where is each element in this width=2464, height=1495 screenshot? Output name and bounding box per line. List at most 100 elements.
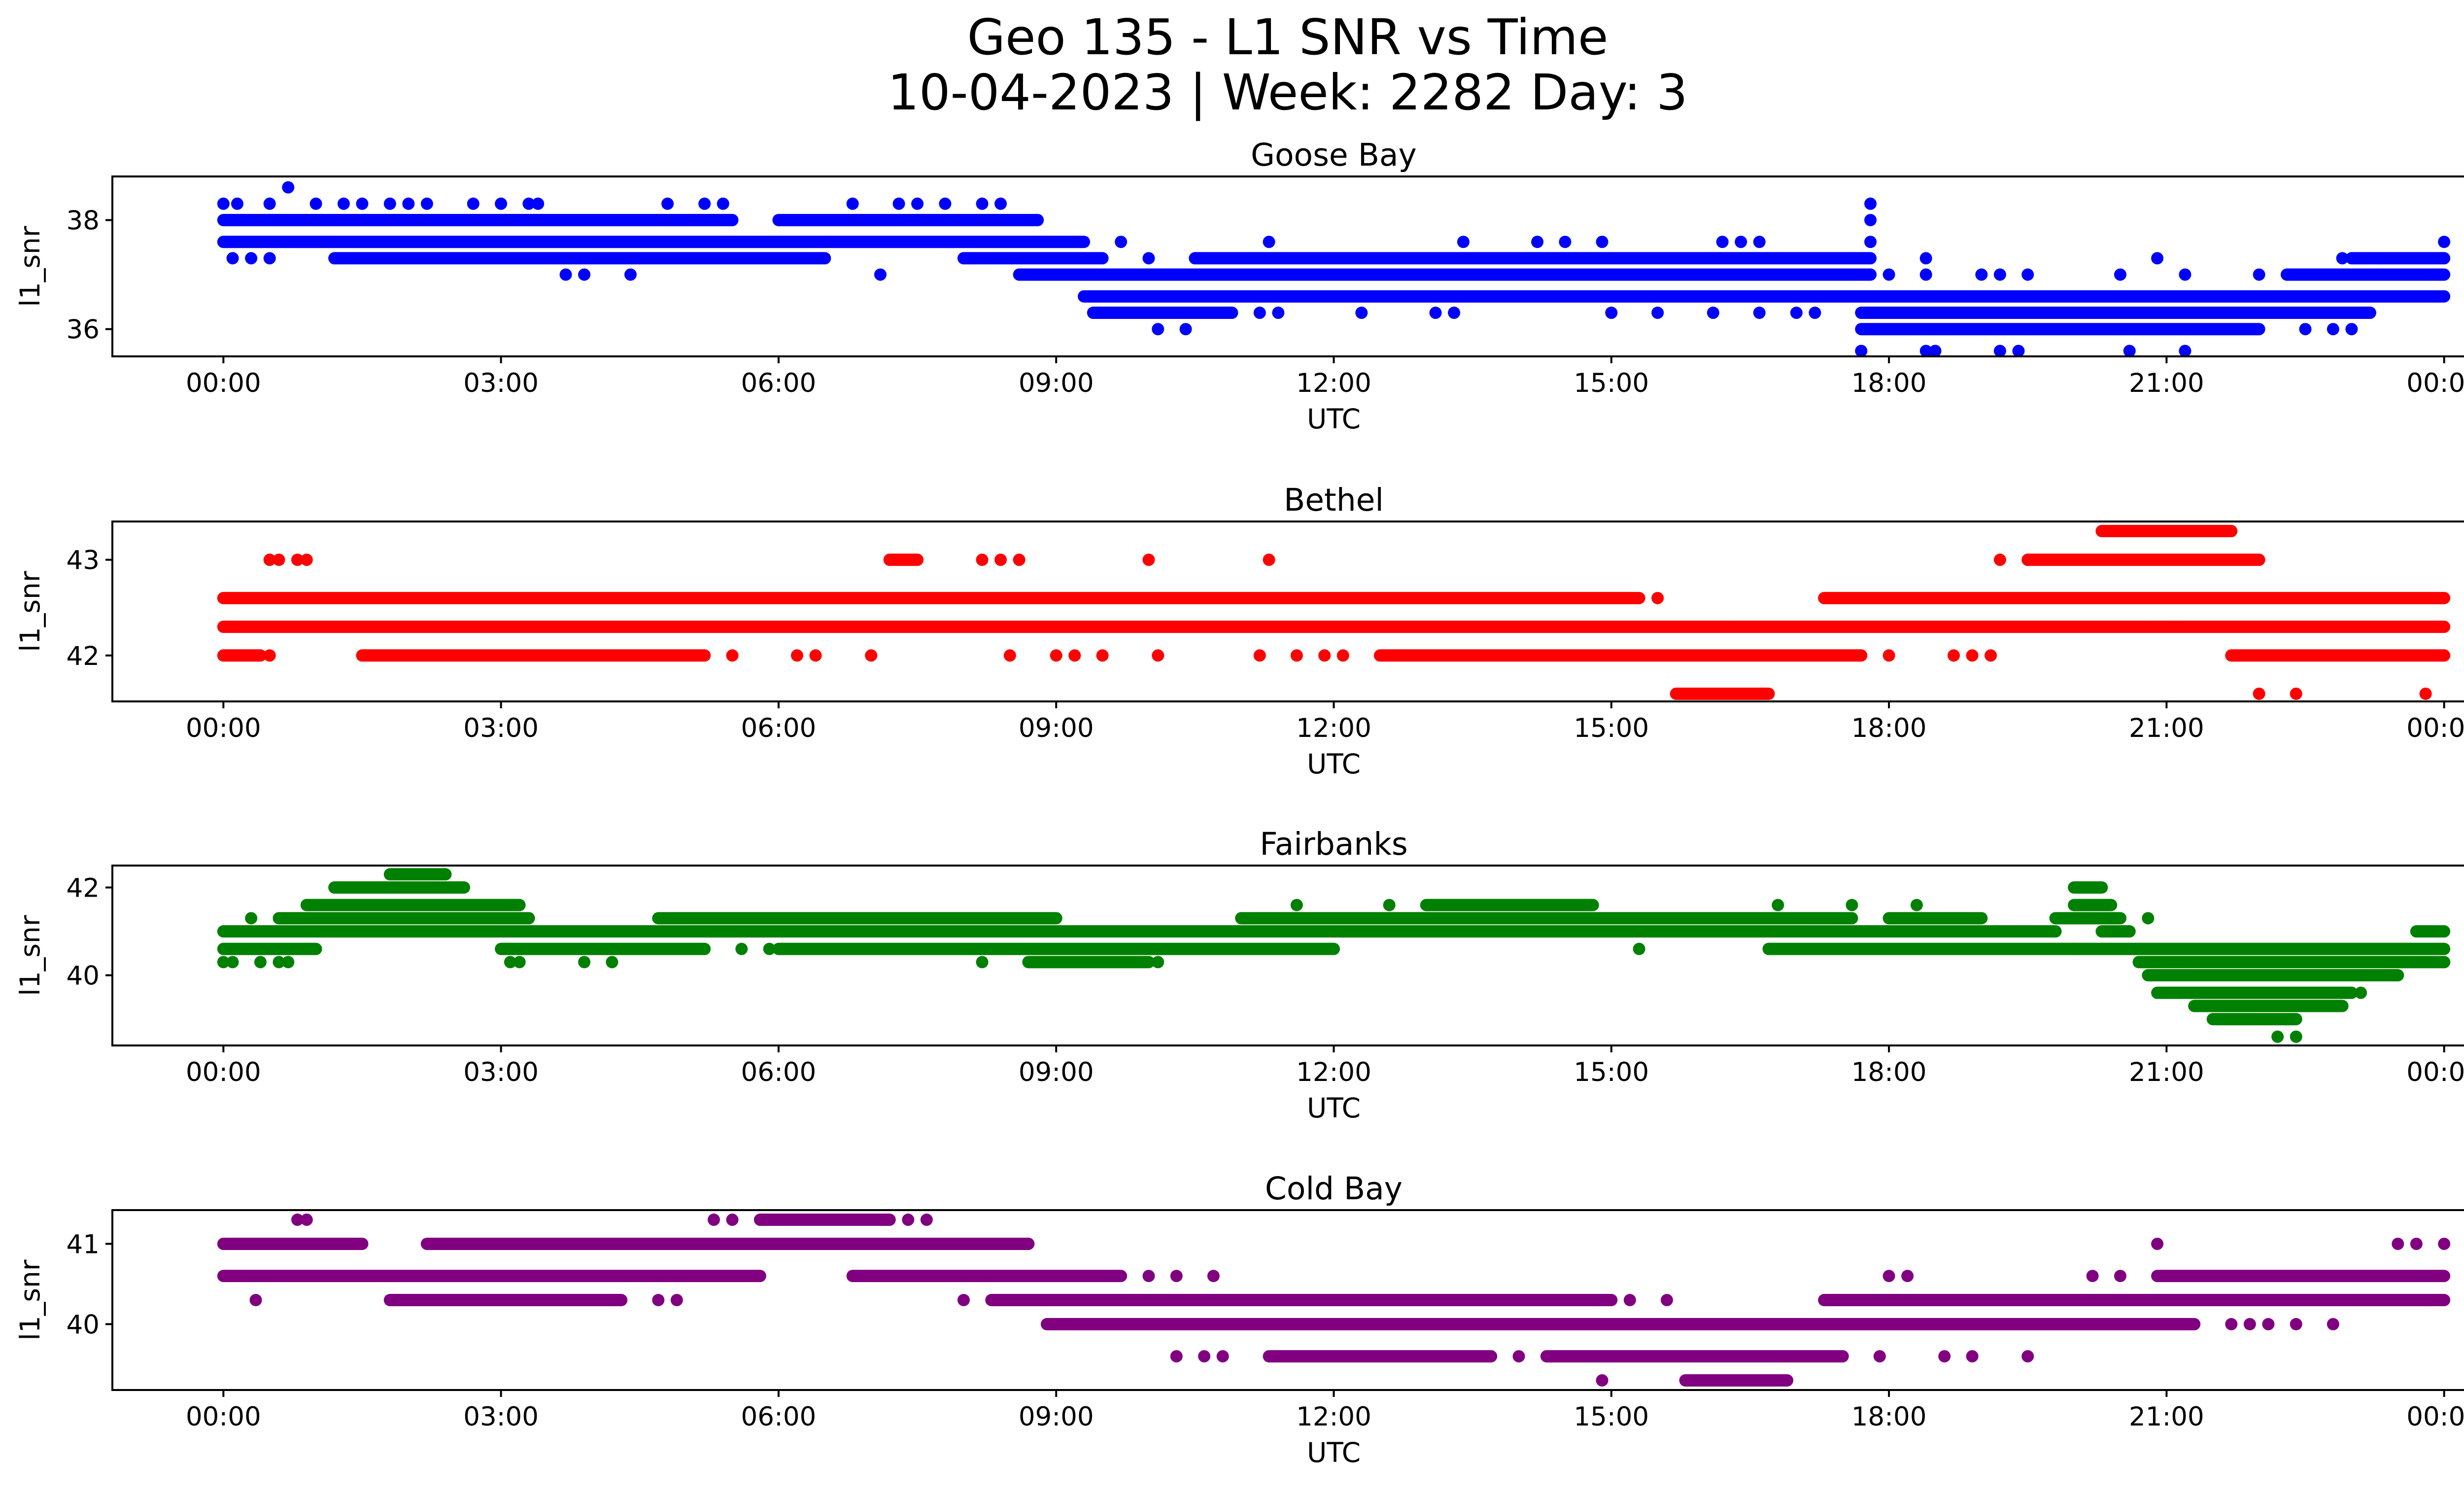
scatter-band — [300, 899, 526, 911]
scatter-band — [2068, 881, 2108, 894]
x-tick-label: 00:00 — [2406, 368, 2464, 398]
scatter-point — [2243, 1318, 2256, 1330]
scatter-band — [2188, 1000, 2349, 1012]
scatter-point — [300, 554, 313, 566]
scatter-point — [957, 1294, 970, 1306]
scatter-point — [2290, 1030, 2302, 1043]
scatter-band — [1540, 1350, 1849, 1363]
scatter-point — [874, 268, 887, 281]
scatter-point — [1512, 1350, 1525, 1363]
scatter-point — [263, 252, 276, 265]
scatter-point — [1596, 236, 1608, 248]
y-tick-label: 40 — [67, 961, 100, 991]
scatter-band — [2021, 554, 2265, 566]
subplot-title: Bethel — [1284, 482, 1384, 518]
scatter-point — [1901, 1270, 1914, 1283]
y-tick-label: 43 — [67, 546, 100, 576]
scatter-point — [2438, 1237, 2451, 1250]
scatter-band — [2049, 912, 2127, 925]
scatter-band — [2095, 524, 2238, 537]
x-tick-label: 21:00 — [2129, 1402, 2204, 1432]
x-tick-label: 18:00 — [1851, 713, 1927, 743]
y-axis-label: l1_snr — [14, 915, 46, 996]
y-axis-label: l1_snr — [14, 571, 46, 652]
scatter-point — [1596, 1374, 1608, 1387]
scatter-point — [532, 197, 545, 210]
scatter-band — [328, 252, 831, 265]
scatter-band — [2410, 925, 2451, 938]
scatter-point — [2021, 1350, 2034, 1363]
x-tick-label: 12:00 — [1296, 713, 1371, 743]
scatter-point — [522, 912, 535, 925]
scatter-point — [383, 197, 396, 210]
scatter-point — [365, 925, 378, 938]
scatter-band — [1189, 252, 1877, 265]
scatter-point — [1910, 899, 1923, 911]
scatter-point — [726, 1214, 739, 1226]
scatter-series — [217, 1214, 2451, 1387]
scatter-point — [1753, 236, 1766, 248]
scatter-point — [911, 197, 924, 210]
x-tick-label: 00:00 — [186, 713, 261, 743]
scatter-point — [735, 942, 748, 955]
x-tick-label: 06:00 — [741, 1402, 817, 1432]
scatter-band — [2345, 252, 2451, 265]
figure-title-line2: 10-04-2023 | Week: 2282 Day: 3 — [888, 64, 1687, 121]
x-tick-label: 00:00 — [2406, 1057, 2464, 1087]
scatter-band — [2095, 925, 2136, 938]
scatter-point — [790, 649, 803, 662]
scatter-band — [217, 213, 739, 226]
scatter-point — [291, 1214, 304, 1226]
scatter-point — [2419, 687, 2432, 700]
scatter-band — [420, 1237, 1035, 1250]
scatter-point — [1735, 236, 1747, 248]
scatter-band — [1087, 307, 1238, 319]
scatter-point — [846, 197, 859, 210]
x-tick-label: 09:00 — [1019, 1057, 1094, 1087]
scatter-band — [1670, 687, 1775, 700]
scatter-point — [1216, 1350, 1229, 1363]
scatter-band — [1818, 591, 2451, 604]
x-tick-label: 12:00 — [1296, 368, 1371, 398]
scatter-point — [1882, 268, 1895, 281]
x-tick-label: 06:00 — [741, 713, 817, 743]
scatter-band — [2206, 1013, 2302, 1026]
scatter-point — [1096, 649, 1109, 662]
figure-title-line1: Geo 135 - L1 SNR vs Time — [967, 8, 1608, 66]
scatter-point — [2179, 268, 2191, 281]
scatter-band — [2068, 899, 2118, 911]
scatter-point — [1152, 323, 1164, 336]
scatter-point — [309, 197, 322, 210]
scatter-point — [1993, 345, 2006, 356]
x-tick-label: 21:00 — [2129, 1057, 2204, 1087]
scatter-point — [217, 956, 230, 969]
scatter-band — [217, 1270, 766, 1283]
scatter-point — [1198, 1350, 1211, 1363]
y-tick-label: 40 — [67, 1310, 100, 1340]
scatter-point — [226, 956, 239, 969]
scatter-series — [217, 181, 2451, 356]
x-tick-label: 21:00 — [2129, 713, 2204, 743]
x-tick-label: 03:00 — [463, 1402, 539, 1432]
scatter-point — [420, 197, 433, 210]
scatter-point — [1873, 1350, 1886, 1363]
scatter-point — [337, 197, 350, 210]
scatter-point — [2327, 323, 2339, 336]
subplot-fairbanks: Fairbanks 00:00 03:00 06:00 09:00 12:00 15:00 1… — [14, 826, 2464, 1124]
subplot-title: Fairbanks — [1260, 826, 1407, 862]
scatter-band — [2151, 1270, 2451, 1283]
scatter-band — [356, 649, 711, 662]
scatter-point — [1651, 307, 1664, 319]
scatter-point — [2142, 912, 2155, 925]
scatter-point — [1355, 307, 1368, 319]
scatter-point — [1152, 956, 1164, 969]
scatter-point — [865, 649, 878, 662]
scatter-point — [1142, 1270, 1155, 1283]
scatter-point — [763, 942, 776, 955]
scatter-point — [1623, 1294, 1636, 1306]
scatter-point — [559, 268, 572, 281]
x-tick-label: 12:00 — [1296, 1057, 1371, 1087]
scatter-point — [1050, 649, 1062, 662]
scatter-point — [976, 197, 989, 210]
